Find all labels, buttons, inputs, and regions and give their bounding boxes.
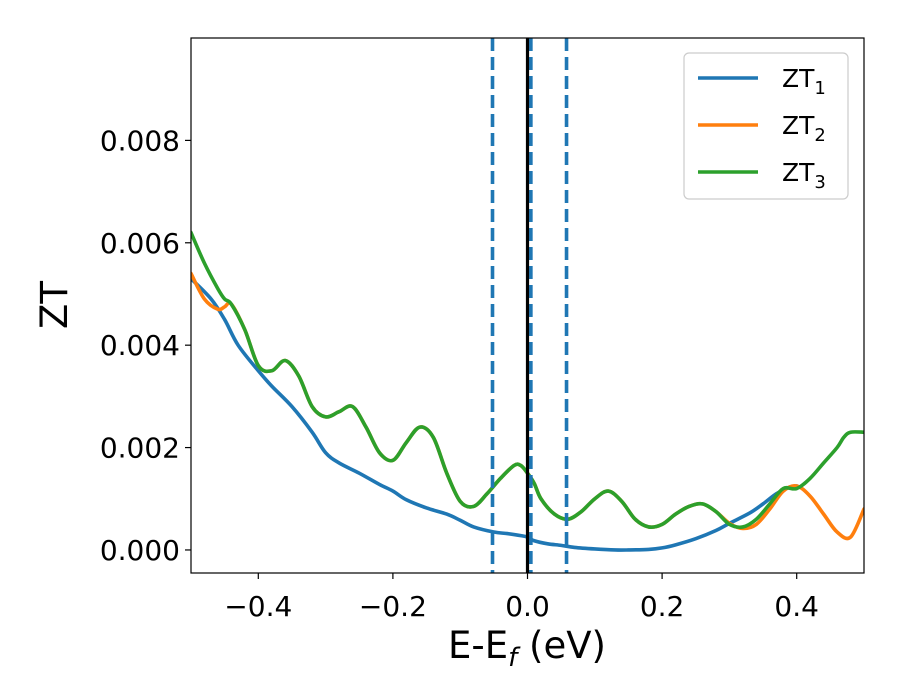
x-tick-label: −0.4 [224,590,292,623]
x-axis: −0.4 −0.2 0.0 0.2 0.4 [224,573,819,623]
series-line-zt1 [191,276,799,552]
y-tick-label: 0.004 [100,329,180,362]
legend: ZT1 ZT2 ZT3 [683,52,849,200]
y-axis: 0.000 0.002 0.004 0.006 0.008 [100,124,191,567]
legend-box [683,52,849,200]
x-tick-label: 0.0 [505,590,550,623]
legend-label-zt2: ZT2 [782,111,826,146]
vertical-lines [490,38,569,573]
x-axis-title: E-Ef (eV) [448,624,606,673]
x-tick-label: 0.2 [640,590,685,623]
x-tick-label: −0.2 [359,590,427,623]
x-axis-title-main: E-E [448,624,508,667]
legend-label-zt3: ZT3 [782,158,826,193]
x-axis-title-suffix: (eV) [517,624,606,667]
y-tick-label: 0.008 [100,124,180,157]
y-tick-label: 0.000 [100,534,180,567]
y-tick-label: 0.002 [100,432,180,465]
y-tick-label: 0.006 [100,227,180,260]
y-axis-title: ZT [33,281,76,329]
legend-label-zt1: ZT1 [782,64,826,99]
x-tick-label: 0.4 [774,590,819,623]
